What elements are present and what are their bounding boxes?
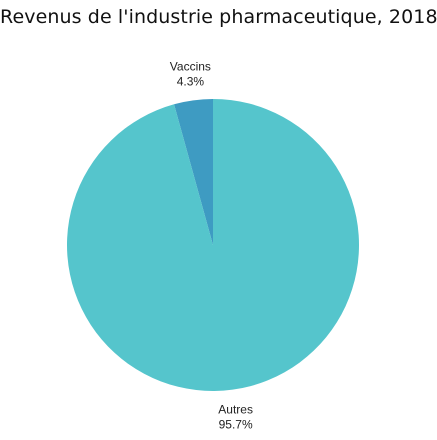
pie-slice-vaccins — [174, 99, 213, 245]
slice-value-autres: 95.7% — [219, 417, 253, 431]
slice-label-autres: Autres — [218, 402, 253, 416]
pie-slice-autres — [66, 99, 360, 391]
chart-title: Revenus de l'industrie pharmaceutique, 2… — [0, 6, 437, 28]
slice-value-vaccins: 4.3% — [177, 75, 205, 89]
slice-label-vaccins: Vaccins — [170, 60, 211, 74]
